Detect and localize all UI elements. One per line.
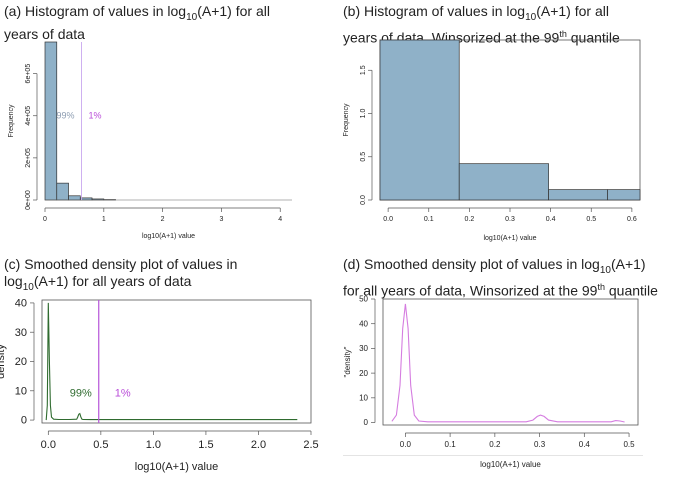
x-tick-label: 2.5 xyxy=(303,439,318,451)
x-tick-label: 0.0 xyxy=(41,439,56,451)
x-tick-label: 1.0 xyxy=(146,439,161,451)
plot-frame xyxy=(382,298,639,426)
x-tick-label: 1.5 xyxy=(198,439,213,451)
annotation-left: 99% xyxy=(70,388,92,400)
x-tick-label: 0.1 xyxy=(424,216,434,223)
x-axis-label: log10(A+1) value xyxy=(135,461,218,473)
density-line xyxy=(391,303,625,423)
x-tick-label: 4 xyxy=(278,216,282,223)
histogram-bar xyxy=(379,39,460,201)
x-tick-label: 0.4 xyxy=(546,216,556,223)
panel-b-histogram: 0.0 0.1 0.2 0.3 0.4 0.5 0.6 log10(A+1) value 0.0… xyxy=(343,39,641,242)
panel-d-title-end: (A+1) xyxy=(610,256,646,272)
y-tick-label: 0.0 xyxy=(360,195,367,205)
y-tick-label: 1.5 xyxy=(360,65,367,75)
histogram-bar xyxy=(458,163,549,201)
x-tick-label: 2.0 xyxy=(251,439,266,451)
x-tick-label: 0.5 xyxy=(623,440,635,449)
x-tick-label: 1 xyxy=(102,216,106,223)
x-tick-label: 0.2 xyxy=(465,216,475,223)
annotation-right: 1% xyxy=(88,111,101,121)
panel-b-title-sub: 10 xyxy=(525,11,537,23)
y-tick-label: 20 xyxy=(359,369,368,378)
histogram-bar xyxy=(548,189,608,201)
x-tick-label: 0.5 xyxy=(93,439,108,451)
bottom-divider xyxy=(343,455,643,456)
panel-a-title: (a) Histogram of values in log10(A+1) fo… xyxy=(4,3,270,43)
panel-d-title-line2-end: quantile xyxy=(604,282,658,299)
x-tick-label: 0.0 xyxy=(400,440,412,449)
x-tick-label: 0.4 xyxy=(579,440,591,449)
y-tick-label: 40 xyxy=(15,298,27,310)
y-tick-label: 30 xyxy=(359,344,368,353)
panel-c-title: (c) Smoothed density plot of values in l… xyxy=(4,256,237,296)
y-axis-label: "density" xyxy=(0,340,7,383)
panel-c-density: 99% 1% 0.0 0.5 1.0 1.5 2.0 2.5 log10(A+1) value 0… xyxy=(0,298,319,473)
y-tick-label: 0 xyxy=(21,415,27,427)
panel-d-title-sub: 10 xyxy=(599,264,611,276)
panel-b-title-line2-end: quantile xyxy=(566,29,620,46)
histogram-bar xyxy=(56,182,69,201)
panel-a-title-end: (A+1) for all xyxy=(197,3,270,19)
y-axis-label: Frequency xyxy=(343,103,350,137)
density-line xyxy=(45,302,298,421)
panel-b-title-end: (A+1) for all xyxy=(536,3,609,19)
panel-b-title-text: (b) Histogram of values in log xyxy=(343,3,526,19)
x-axis-label: log10(A+1) value xyxy=(480,460,541,469)
x-tick-label: 0.6 xyxy=(627,216,637,223)
y-tick-label: 10 xyxy=(359,393,368,402)
y-tick-label: 2e+05 xyxy=(25,148,32,168)
annotation-right: 1% xyxy=(115,388,131,400)
histogram-bar xyxy=(79,197,93,201)
panel-a-title-line2: years of data xyxy=(4,25,85,42)
x-tick-label: 3 xyxy=(219,216,223,223)
histogram-bar xyxy=(44,41,58,201)
panel-c-title-end: (A+1) for all years of data xyxy=(33,273,192,289)
y-tick-label: 50 xyxy=(359,295,368,304)
panel-b-title-sup: th xyxy=(559,28,567,39)
panel-c-title-log: log xyxy=(4,273,23,289)
x-tick-label: 0.1 xyxy=(445,440,457,449)
y-tick-label: 0 xyxy=(364,418,369,427)
x-tick-label: 0.5 xyxy=(586,216,596,223)
y-tick-label: 1.0 xyxy=(360,109,367,119)
histogram-bar xyxy=(68,195,81,201)
y-tick-label: 0e+00 xyxy=(25,190,32,210)
y-axis-label: Frequency xyxy=(8,104,15,138)
histogram-bar xyxy=(607,189,641,201)
x-tick-label: 0 xyxy=(43,216,47,223)
y-tick-label: 20 xyxy=(15,356,27,368)
panel-c-title-sub: 10 xyxy=(22,281,34,293)
panel-a-title-text: (a) Histogram of values in log xyxy=(4,3,187,19)
y-tick-label: 0.5 xyxy=(360,152,367,162)
x-tick-label: 0.3 xyxy=(505,216,515,223)
panel-d-title-sup: th xyxy=(597,281,605,292)
annotation-left: 99% xyxy=(56,111,74,121)
panel-d-title-line2: for all years of data, Winsorized at the… xyxy=(343,282,598,299)
y-tick-label: 4e+05 xyxy=(25,106,32,126)
x-tick-label: 0.2 xyxy=(489,440,501,449)
panel-a-histogram: 99% 1% 0 1 2 3 4 log10(A+1) value 0e+00 2e+05 4e+0… xyxy=(8,41,292,240)
panel-c-title-text: (c) Smoothed density plot of values in xyxy=(4,256,238,272)
x-axis-label: log10(A+1) value xyxy=(483,235,536,242)
x-tick-label: 0.0 xyxy=(383,216,393,223)
y-tick-label: 10 xyxy=(15,385,27,397)
panel-a-title-sub: 10 xyxy=(186,11,198,23)
y-tick-label: 30 xyxy=(15,327,27,339)
x-tick-label: 2 xyxy=(161,216,165,223)
panel-d-title-text: (d) Smoothed density plot of values in l… xyxy=(343,256,600,272)
y-tick-label: 6e+05 xyxy=(25,64,32,84)
x-axis-label: log10(A+1) value xyxy=(142,233,195,240)
panel-d-density: 0.0 0.1 0.2 0.3 0.4 0.5 log10(A+1) value 0 10 20 3… xyxy=(343,295,639,469)
y-axis-label: "density" xyxy=(343,346,352,377)
y-tick-label: 40 xyxy=(359,319,368,328)
x-tick-label: 0.3 xyxy=(534,440,546,449)
plot-frame xyxy=(41,299,312,424)
panel-d-title: (d) Smoothed density plot of values in l… xyxy=(343,256,658,299)
